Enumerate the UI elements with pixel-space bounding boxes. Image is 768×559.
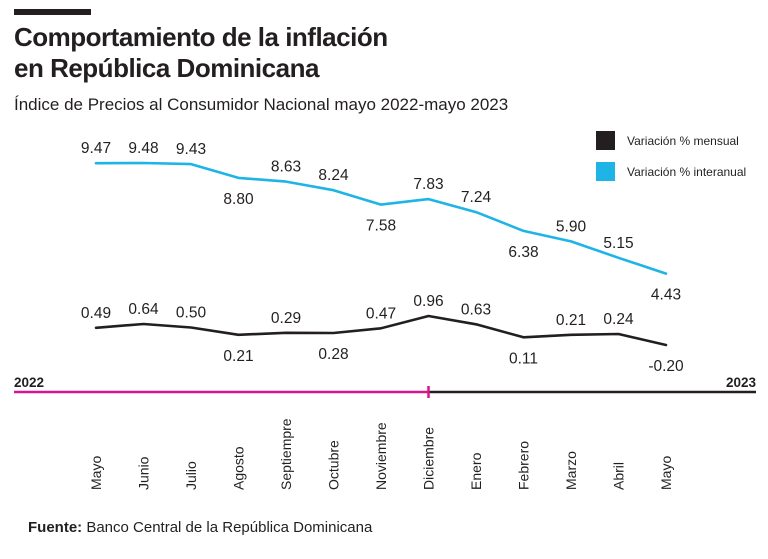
legend-item-interanual: Variación % interanual [596, 161, 746, 182]
data-label-mensual: 0.47 [366, 305, 396, 322]
data-label-mensual: 0.49 [81, 305, 111, 322]
x-tick-label: Noviembre [373, 422, 389, 490]
data-label-mensual: -0.20 [648, 358, 684, 375]
data-label-interanual: 7.58 [366, 218, 396, 235]
data-label-mensual: 0.96 [413, 293, 443, 310]
legend-swatch-mensual [596, 131, 615, 150]
data-label-interanual: 5.15 [603, 235, 633, 252]
chart-title-line1: Comportamiento de la inflación [14, 22, 388, 52]
data-label-mensual: 0.21 [223, 348, 253, 365]
data-label-interanual: 9.48 [128, 140, 158, 157]
title-accent-bar [14, 9, 91, 15]
legend: Variación % mensual Variación % interanu… [596, 130, 746, 192]
data-label-mensual: 0.28 [318, 346, 348, 363]
x-tick-label: Julio [183, 461, 199, 490]
chart-title-line2: en República Dominicana [14, 53, 319, 83]
x-tick-label: Abril [611, 462, 627, 490]
x-tick-label: Septiempre [278, 418, 294, 490]
legend-item-mensual: Variación % mensual [596, 130, 746, 151]
data-label-interanual: 8.80 [223, 191, 254, 208]
data-label-mensual: 0.50 [176, 305, 207, 322]
data-label-mensual: 0.21 [556, 312, 586, 329]
data-label-interanual: 9.47 [81, 140, 111, 157]
x-tick-label: Marzo [563, 451, 579, 490]
timeline-start-label: 2022 [14, 375, 44, 390]
x-tick-label: Febrero [516, 441, 532, 490]
legend-label-mensual: Variación % mensual [627, 133, 739, 148]
x-tick-label: Diciembre [421, 427, 437, 490]
chart-subtitle: Índice de Precios al Consumidor Nacional… [14, 95, 509, 114]
data-label-mensual: 0.63 [461, 301, 491, 318]
data-label-mensual: 0.64 [128, 301, 159, 318]
data-label-interanual: 8.63 [271, 159, 301, 176]
data-label-mensual: 0.24 [603, 311, 634, 328]
legend-label-interanual: Variación % interanual [627, 164, 747, 179]
x-tick-label: Junio [136, 456, 152, 490]
source-text: Banco Central de la República Dominicana [82, 519, 373, 536]
x-tick-label: Octubre [326, 440, 342, 490]
series-line-interanual [94, 161, 668, 275]
legend-swatch-interanual [596, 162, 615, 181]
data-label-mensual: 0.29 [271, 310, 301, 327]
data-label-interanual: 5.90 [556, 218, 587, 235]
series-line-mensual [94, 314, 668, 347]
x-tick-label: Enero [468, 452, 484, 490]
data-label-interanual: 9.43 [176, 141, 206, 158]
x-tick-label: Agosto [231, 446, 247, 490]
source-label: Fuente: [28, 519, 83, 536]
chart-title: Comportamiento de la inflación en Repúbl… [14, 22, 388, 84]
data-label-interanual: 8.24 [318, 167, 349, 184]
source-note: Fuente: Banco Central de la República Do… [28, 519, 372, 537]
data-label-interanual: 4.43 [651, 287, 681, 304]
timeline-end-label: 2023 [726, 375, 757, 390]
data-label-interanual: 7.83 [413, 176, 443, 193]
data-label-interanual: 6.38 [508, 244, 538, 261]
x-tick-label: Mayo [88, 456, 104, 490]
x-tick-label: Mayo [658, 456, 674, 490]
data-label-mensual: 0.11 [509, 350, 538, 367]
data-label-interanual: 7.24 [461, 189, 492, 206]
